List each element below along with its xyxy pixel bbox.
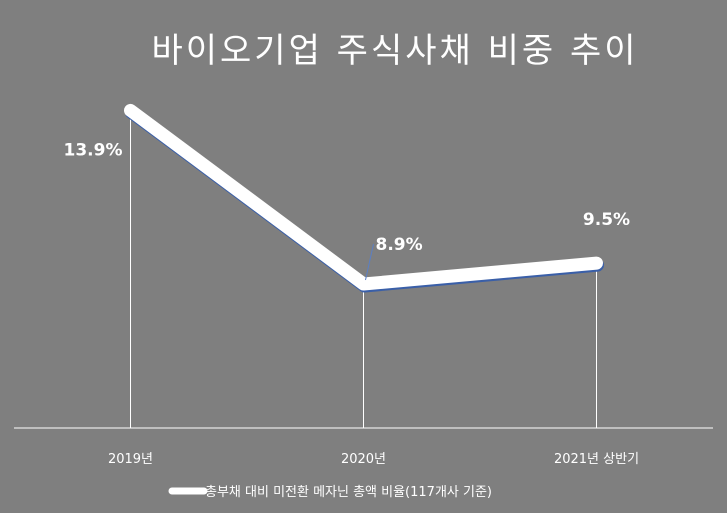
legend-entry: 총부채 대비 미전환 메자닌 총액 비율(117개사 기준) bbox=[205, 485, 492, 500]
data-label: 8.9% bbox=[376, 235, 423, 255]
data-labels: 13.9% 8.9% 9.5% bbox=[64, 140, 630, 281]
series-line bbox=[124, 103, 603, 291]
x-tick-labels: 2019년 2020년 2021년 상반기 bbox=[108, 452, 639, 467]
series-line-shadow bbox=[125, 105, 604, 293]
series-layer bbox=[124, 103, 604, 293]
legend: 총부채 대비 미전환 메자닌 총액 비율(117개사 기준) bbox=[168, 485, 492, 500]
data-label: 13.9% bbox=[64, 140, 123, 160]
x-tick-label: 2020년 bbox=[341, 452, 386, 467]
data-label: 9.5% bbox=[583, 210, 630, 230]
x-tick-label: 2021년 상반기 bbox=[554, 452, 639, 467]
chart-title: 바이오기업 주식사채 비중 추이 bbox=[151, 31, 638, 71]
label-connector bbox=[365, 243, 374, 281]
leader-lines bbox=[130, 110, 597, 428]
x-tick-label: 2019년 bbox=[108, 452, 153, 467]
